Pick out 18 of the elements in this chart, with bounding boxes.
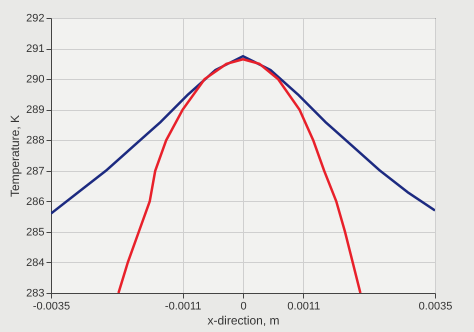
x-tick-label: 0 xyxy=(240,300,247,312)
line-series xyxy=(117,58,362,293)
y-tick-label: 288 xyxy=(26,134,44,147)
x-tick-label: 0.0035 xyxy=(418,300,452,312)
y-tick-label: 283 xyxy=(26,288,44,300)
y-tick-label: 291 xyxy=(26,43,44,56)
y-axis-title: Temperature, K xyxy=(8,114,22,198)
x-axis-title: x-direction, m xyxy=(207,314,280,328)
x-tick-label: -0.0011 xyxy=(164,300,202,312)
y-tick-label: 287 xyxy=(26,165,44,178)
y-tick-label: 285 xyxy=(26,226,44,238)
y-tick-label: 290 xyxy=(26,74,44,86)
y-tick-label: 292 xyxy=(26,12,44,24)
x-tick-label: 0.0011 xyxy=(287,300,320,312)
y-tick-label: 284 xyxy=(26,256,44,269)
x-tick-label: -0.0035 xyxy=(32,300,70,312)
y-tick-label: 286 xyxy=(26,196,44,208)
y-tick-label: 289 xyxy=(26,104,44,116)
